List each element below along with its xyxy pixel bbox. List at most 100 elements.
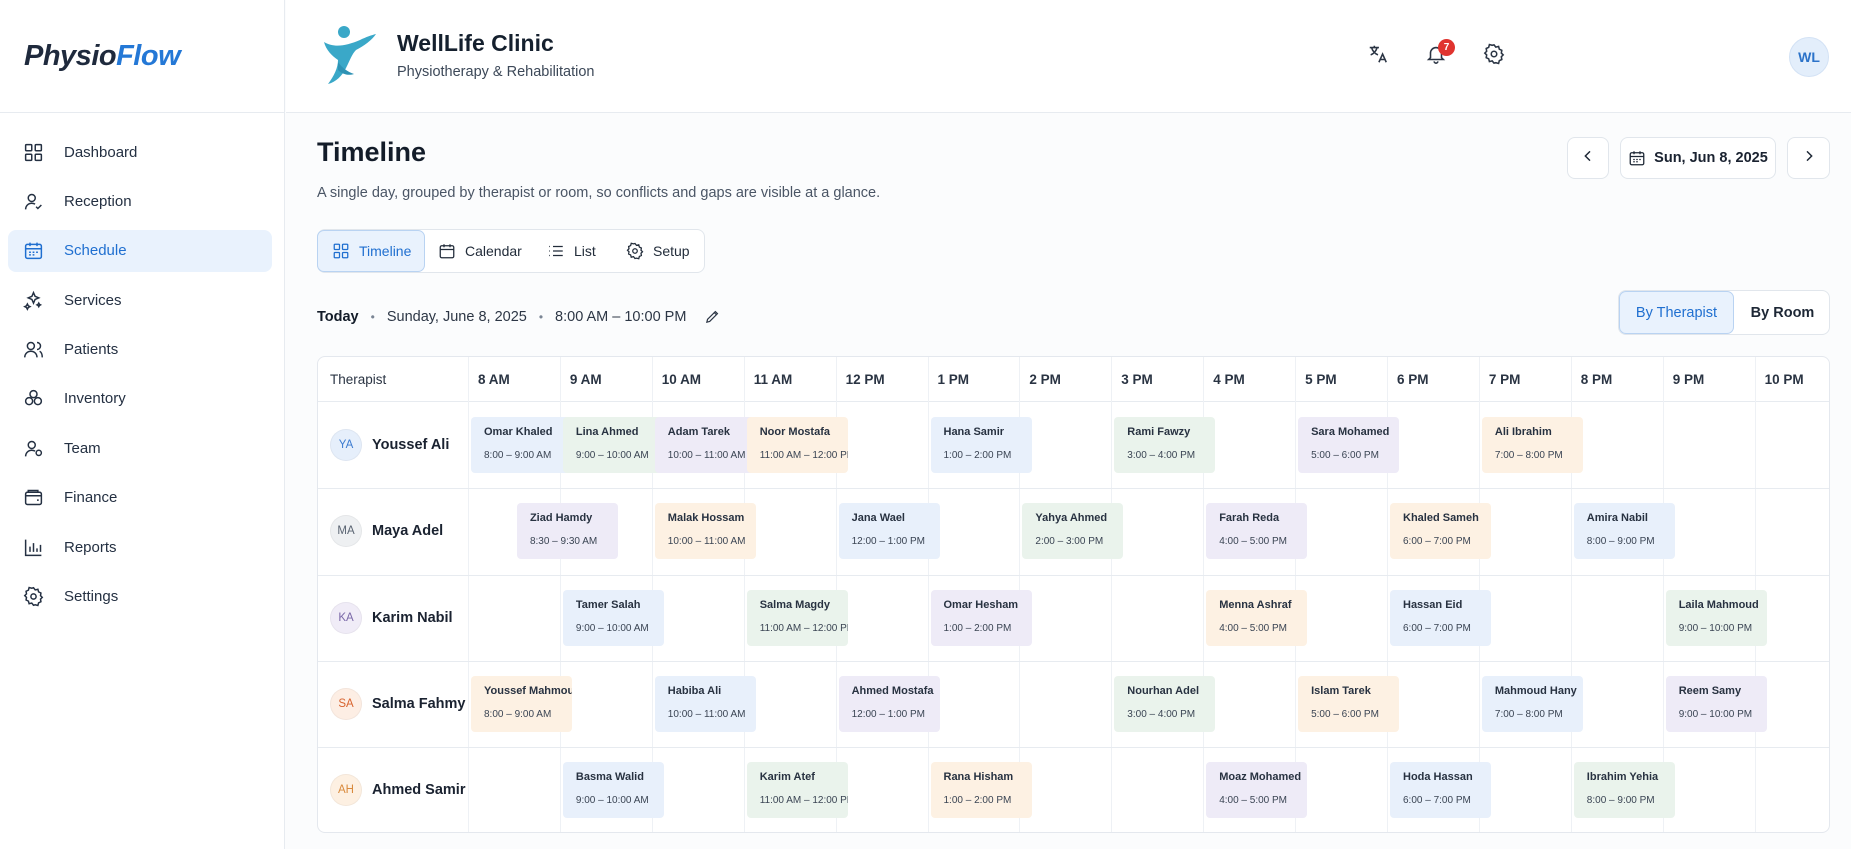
appointment-card[interactable]: Hana Samir 1:00 – 2:00 PM (930, 417, 1032, 474)
next-day-button[interactable] (1787, 137, 1830, 179)
sidebar-item-settings[interactable]: Settings (8, 576, 272, 618)
appointment-time: 8:00 – 9:00 AM (484, 709, 552, 721)
appointment-card[interactable]: Laila Mahmoud 9:00 – 10:00 PM (1665, 589, 1767, 646)
appointment-patient: Malak Hossam (667, 512, 745, 525)
appointment-time: 11:00 AM – 12:00 PM (759, 795, 848, 807)
appointment-time: 10:00 – 11:00 AM (667, 536, 746, 548)
appointment-card[interactable]: Hoda Hassan 6:00 – 7:00 PM (1390, 762, 1492, 819)
hour-header: 8 PM (1580, 372, 1613, 387)
therapist-row-header[interactable]: MA Maya Adel (330, 515, 444, 548)
appointment-card[interactable]: Noor Mostafa 11:00 AM – 12:00 PM (746, 417, 848, 474)
appointment-card[interactable]: Basma Walid 9:00 – 10:00 AM (562, 762, 664, 819)
appointment-card[interactable]: Omar Hesham 1:00 – 2:00 PM (930, 589, 1032, 646)
appointment-patient: Adam Tarek (667, 426, 730, 439)
notifications-button[interactable]: 7 (1424, 39, 1455, 68)
services-icon (22, 289, 44, 311)
appointment-card[interactable]: Menna Ashraf 4:00 – 5:00 PM (1206, 589, 1308, 646)
appointment-card[interactable]: Salma Magdy 11:00 AM – 12:00 PM (746, 589, 848, 646)
therapist-avatar: YA (330, 429, 362, 462)
tab-setup[interactable]: Setup (626, 230, 690, 272)
appointment-time: 1:00 – 2:00 PM (943, 450, 1012, 462)
therapist-name: Ahmed Samir (372, 782, 466, 799)
by-room-button[interactable]: By Room (1750, 304, 1815, 321)
appointment-patient: Amira Nabil (1586, 512, 1648, 525)
appointment-card[interactable]: Youssef Mahmoud 8:00 – 9:00 AM (471, 676, 573, 733)
sidebar-item-reception[interactable]: Reception (8, 180, 272, 222)
tab-timeline[interactable]: Timeline (317, 230, 425, 272)
gear-icon (22, 586, 44, 608)
appointment-card[interactable]: Rami Fawzy 3:00 – 4:00 PM (1114, 417, 1216, 474)
appointment-card[interactable]: Mahmoud Hany 7:00 – 8:00 PM (1481, 676, 1583, 733)
appointment-patient: Jana Wael (851, 512, 905, 525)
patients-icon (22, 339, 44, 361)
appointment-patient: Ali Ibrahim (1494, 426, 1552, 439)
sidebar-item-team[interactable]: Team (8, 427, 272, 469)
wallet-icon (22, 487, 44, 509)
appointment-card[interactable]: Reem Samy 9:00 – 10:00 PM (1665, 676, 1767, 733)
appointment-card[interactable]: Jana Wael 12:00 – 1:00 PM (838, 503, 940, 560)
appointment-card[interactable]: Omar Khaled 8:00 – 9:00 AM (471, 417, 573, 474)
hour-header: 6 PM (1397, 372, 1429, 387)
appointment-patient: Ziad Hamdy (529, 512, 593, 525)
tab-list[interactable]: List (547, 230, 596, 272)
appointment-card[interactable]: Sara Mohamed 5:00 – 6:00 PM (1298, 417, 1400, 474)
appointment-card[interactable]: Habiba Ali 10:00 – 11:00 AM (654, 676, 756, 733)
appointment-card[interactable]: Karim Atef 11:00 AM – 12:00 PM (746, 762, 848, 819)
hour-header: 5 PM (1305, 372, 1337, 387)
edit-hours-button[interactable] (704, 308, 722, 326)
sidebar-item-patients[interactable]: Patients (8, 329, 272, 371)
sidebar-item-label: Schedule (64, 242, 127, 260)
sidebar-item-label: Reports (64, 538, 117, 556)
tab-calendar[interactable]: Calendar (438, 230, 522, 272)
appointment-card[interactable]: Rana Hisham 1:00 – 2:00 PM (930, 762, 1032, 819)
date-picker-button[interactable]: Sun, Jun 8, 2025 (1620, 137, 1776, 179)
hour-header: 9 AM (569, 372, 602, 387)
translate-button[interactable] (1366, 44, 1390, 68)
appointment-card[interactable]: Hassan Eid 6:00 – 7:00 PM (1390, 589, 1492, 646)
calendar-icon (22, 240, 44, 262)
appointment-card[interactable]: Islam Tarek 5:00 – 6:00 PM (1298, 676, 1400, 733)
appointment-patient: Ahmed Mostafa (851, 685, 934, 698)
inventory-icon (22, 388, 44, 410)
reception-icon (22, 190, 44, 212)
appointment-time: 5:00 – 6:00 PM (1311, 709, 1379, 721)
by-therapist-button[interactable]: By Therapist (1619, 291, 1734, 334)
sidebar-item-finance[interactable]: Finance (8, 477, 272, 519)
appointment-time: 9:00 – 10:00 PM (1678, 622, 1753, 634)
appointment-card[interactable]: Farah Reda 4:00 – 5:00 PM (1206, 503, 1308, 560)
therapist-row-header[interactable]: KA Karim Nabil (330, 601, 453, 634)
appointment-card[interactable]: Amira Nabil 8:00 – 9:00 PM (1573, 503, 1675, 560)
user-avatar[interactable]: WL (1789, 37, 1829, 77)
appointment-card[interactable]: Tamer Salah 9:00 – 10:00 AM (562, 589, 664, 646)
appointment-card[interactable]: Ziad Hamdy 8:30 – 9:30 AM (516, 503, 619, 560)
appointment-card[interactable]: Ibrahim Yehia 8:00 – 9:00 PM (1573, 762, 1675, 819)
appointment-card[interactable]: Moaz Mohamed 4:00 – 5:00 PM (1206, 762, 1308, 819)
sidebar-item-schedule[interactable]: Schedule (8, 229, 272, 272)
appointment-patient: Omar Hesham (943, 598, 1019, 611)
previous-day-button[interactable] (1567, 137, 1609, 179)
appointment-card[interactable]: Ahmed Mostafa 12:00 – 1:00 PM (838, 676, 940, 733)
therapist-row-header[interactable]: AH Ahmed Samir (330, 774, 466, 807)
sidebar-item-label: Patients (64, 341, 119, 359)
appointment-card[interactable]: Nourhan Adel 3:00 – 4:00 PM (1114, 676, 1216, 733)
appointment-time: 10:00 – 11:00 AM (667, 709, 746, 721)
sidebar-item-dashboard[interactable]: Dashboard (8, 131, 272, 173)
therapist-name: Salma Fahmy (372, 696, 466, 713)
sidebar-item-inventory[interactable]: Inventory (8, 378, 272, 420)
appointment-card[interactable]: Lina Ahmed 9:00 – 10:00 AM (562, 417, 664, 474)
day-info-row: Today • Sunday, June 8, 2025 • 8:00 AM –… (317, 306, 722, 328)
appointment-card[interactable]: Adam Tarek 10:00 – 11:00 AM (654, 417, 756, 474)
settings-button[interactable] (1482, 43, 1506, 68)
therapist-name: Maya Adel (372, 523, 444, 540)
appointment-card[interactable]: Khaled Sameh 6:00 – 7:00 PM (1390, 503, 1492, 560)
appointment-time: 3:00 – 4:00 PM (1127, 709, 1196, 721)
sidebar-item-services[interactable]: Services (8, 279, 272, 321)
therapist-row-header[interactable]: SA Salma Fahmy (330, 688, 466, 721)
therapist-row-header[interactable]: YA Youssef Ali (330, 429, 449, 462)
appointment-card[interactable]: Yahya Ahmed 2:00 – 3:00 PM (1022, 503, 1124, 560)
appointment-card[interactable]: Malak Hossam 10:00 – 11:00 AM (654, 503, 756, 560)
clinic-name: WellLife Clinic (397, 30, 554, 56)
appointment-card[interactable]: Ali Ibrahim 7:00 – 8:00 PM (1481, 417, 1583, 474)
app-logo[interactable]: PhysioFlow (24, 40, 181, 73)
sidebar-item-reports[interactable]: Reports (8, 526, 272, 568)
